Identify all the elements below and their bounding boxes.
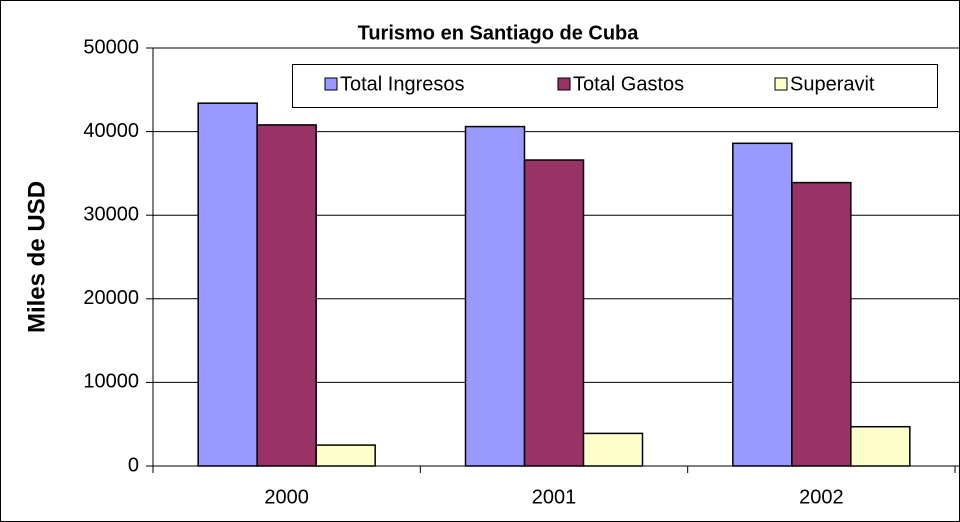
y-tick-label: 0 xyxy=(128,454,139,476)
bar xyxy=(256,124,317,467)
bar xyxy=(197,102,258,467)
bar xyxy=(464,125,526,467)
y-tick-label: 50000 xyxy=(83,36,139,58)
y-tick-label: 10000 xyxy=(83,371,139,393)
legend-box xyxy=(292,64,938,108)
legend-label: Total Ingresos xyxy=(340,73,465,95)
y-tick-label: 30000 xyxy=(83,203,139,225)
x-tick-label: 2002 xyxy=(799,486,844,508)
bar xyxy=(523,159,585,467)
bar xyxy=(791,181,852,467)
bar xyxy=(850,425,911,467)
legend-swatch xyxy=(324,77,338,91)
y-axis-label: Miles de USD xyxy=(23,181,50,333)
x-tick-label: 2001 xyxy=(532,486,577,508)
legend-label: Superavit xyxy=(790,73,875,95)
x-tick-label: 2000 xyxy=(264,486,309,508)
y-tick-label: 40000 xyxy=(83,120,139,142)
legend-swatch xyxy=(557,77,571,91)
legend-swatch xyxy=(774,77,788,91)
legend-label: Total Gastos xyxy=(573,73,684,95)
chart-title: Turismo en Santiago de Cuba xyxy=(358,22,640,44)
bar xyxy=(315,444,376,467)
y-tick-label: 20000 xyxy=(83,287,139,309)
bar xyxy=(582,432,644,467)
bar xyxy=(732,142,793,467)
